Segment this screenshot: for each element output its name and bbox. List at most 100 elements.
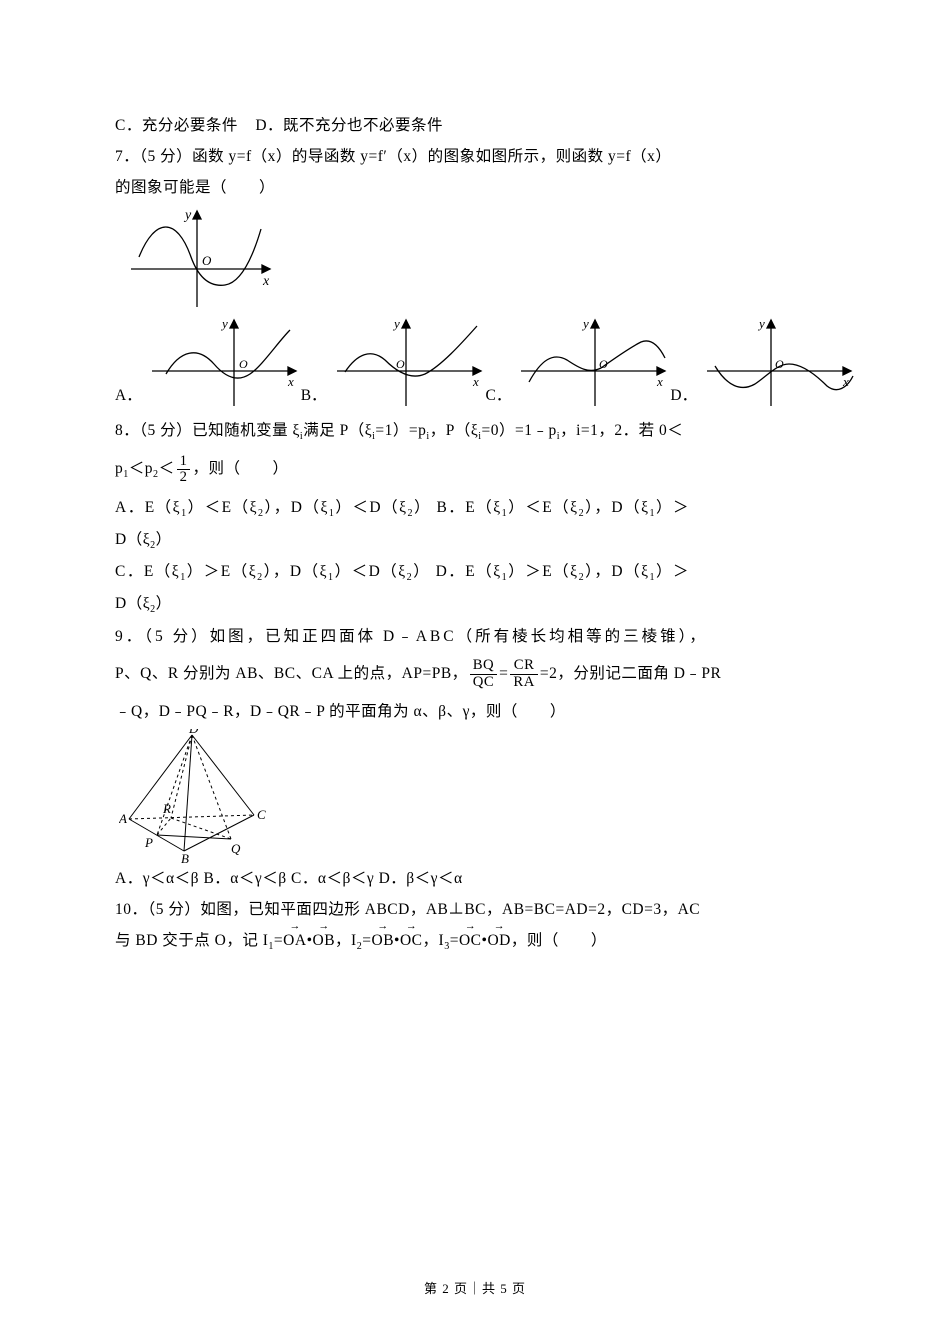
- svg-text:y: y: [581, 316, 589, 331]
- q9-s2a: P、Q、R 分别为 AB、BC、CA 上的点，AP=PB，: [115, 665, 468, 682]
- footer-c: 页: [508, 1281, 526, 1296]
- q7-optD-wrap: D． x y O: [670, 316, 856, 411]
- q8-oDd: ）＞: [656, 563, 690, 580]
- q8-oDb: ）＞E（ξ: [508, 563, 578, 580]
- q9-options: A．γ＜α＜β B．α＜γ＜β C．α＜β＜γ D．β＜γ＜α: [115, 863, 840, 894]
- q8-oCc: ），D（ξ: [264, 563, 328, 580]
- q7-optD-figure: x y O: [701, 316, 856, 411]
- q7-optB-wrap: B． x y O: [301, 316, 486, 411]
- q8-s2c: ＜: [159, 460, 175, 477]
- q9-figure: D A C B P Q R: [119, 729, 840, 863]
- q10-s2a: 与 BD 交于点 O，记 I: [115, 932, 268, 949]
- q9-optD: D．β＜γ＜α: [379, 870, 463, 887]
- q8-s2d: ，则（ ）: [192, 460, 288, 477]
- q8-oDf: ）: [156, 595, 172, 612]
- q9-frac1: BQQC: [470, 658, 497, 690]
- svg-text:x: x: [656, 374, 663, 389]
- svg-text:B: B: [181, 851, 189, 863]
- q8-oCe: ）: [413, 563, 430, 580]
- q9-stem-3: ﹣Q，D﹣PQ﹣R，D﹣QR﹣P 的平面角为 α、β、γ，则（ ）: [115, 696, 840, 727]
- q10-s2e2: =: [450, 932, 459, 949]
- svg-text:y: y: [183, 208, 192, 223]
- vec-oc: OC: [400, 925, 423, 956]
- svg-text:y: y: [757, 316, 765, 331]
- q9-s2b: =: [499, 665, 508, 682]
- vec-ob2: OB: [372, 925, 395, 956]
- footer-page: 2: [442, 1281, 450, 1296]
- q6-optC: C．充分必要条件: [115, 117, 238, 134]
- svg-text:y: y: [220, 316, 228, 331]
- q9-stem-2: P、Q、R 分别为 AB、BC、CA 上的点，AP=PB，BQQC=CRRA=2…: [115, 658, 840, 690]
- q7-options-row: A． x y O B．: [115, 316, 840, 411]
- q7-optA-figure: x y O: [146, 316, 301, 411]
- q8-oCb: ）＞E（ξ: [187, 563, 257, 580]
- q9-s2c: =2，分别记二面角 D﹣PR: [540, 665, 722, 682]
- q7-optC: C．: [486, 380, 512, 411]
- q6-optD: D．既不充分也不必要条件: [255, 117, 443, 134]
- q8-oAc: ），D（ξ: [265, 499, 329, 516]
- q8-oAb: ）＜E（ξ: [188, 499, 258, 516]
- q8-optAB: A．E（ξ1）＜E（ξ2），D（ξ1）＜D（ξ2） B．E（ξ1）＜E（ξ2），…: [115, 492, 840, 524]
- svg-text:x: x: [472, 374, 479, 389]
- q8-oAa: A．E（ξ: [115, 499, 181, 516]
- q10-s2f: ，则（ ）: [511, 932, 607, 949]
- q9-optC: C．α＜β＜γ: [291, 870, 374, 887]
- q9-optA: A．γ＜α＜β: [115, 870, 199, 887]
- q8-oBf: ）: [156, 531, 172, 548]
- q9-frac2: CRRA: [510, 658, 537, 690]
- q7-optB: B．: [301, 380, 327, 411]
- q8-optCD: C．E（ξ1）＞E（ξ2），D（ξ1）＜D（ξ2） D．E（ξ1）＞E（ξ2），…: [115, 556, 840, 588]
- q7-stem-2: 的图象可能是（ ）: [115, 172, 840, 203]
- q7-stem-1: 7．（5 分）函数 y=f（x）的导函数 y=f′（x）的图象如图所示，则函数 …: [115, 141, 840, 172]
- vec-oa: OA: [283, 925, 306, 956]
- svg-text:O: O: [396, 357, 405, 371]
- exam-page: C．充分必要条件 D．既不充分也不必要条件 7．（5 分）函数 y=f（x）的导…: [0, 0, 950, 1344]
- q8-oAe: ）: [414, 499, 431, 516]
- q8-oCa: C．E（ξ: [115, 563, 180, 580]
- q7-fprime-figure: x y O: [125, 207, 840, 312]
- q8-frac: 12: [177, 454, 191, 486]
- q7-optA: A．: [115, 380, 142, 411]
- svg-text:D: D: [188, 729, 199, 736]
- q10-stem-2: 与 BD 交于点 O，记 I1=OA•OB，I2=OB•OC，I3=OC•OD，…: [115, 925, 840, 957]
- q8-oDa: D．E（ξ: [436, 563, 502, 580]
- svg-text:O: O: [239, 357, 248, 371]
- q10-s2d2: ，I: [423, 932, 445, 949]
- q6-options: C．充分必要条件 D．既不充分也不必要条件: [115, 110, 840, 141]
- svg-text:O: O: [775, 357, 784, 371]
- q8-oBb: ）＜E（ξ: [508, 499, 578, 516]
- q8-s2b: ＜p: [129, 460, 153, 477]
- q9-stem-1: 9．（5 分）如图，已知正四面体 D﹣ABC（所有棱长均相等的三棱锥），: [115, 621, 840, 652]
- svg-text:P: P: [144, 835, 153, 850]
- svg-text:x: x: [287, 374, 294, 389]
- vec-ob: OB: [313, 925, 336, 956]
- page-footer: 第 2 页｜共 5 页: [0, 1276, 950, 1302]
- q8-s1a: 8．（5 分）已知随机变量 ξ: [115, 422, 300, 439]
- svg-text:O: O: [599, 357, 608, 371]
- svg-text:x: x: [262, 274, 270, 289]
- q8-s1e: =0）=1﹣p: [482, 422, 557, 439]
- q10-s2e: =: [362, 932, 371, 949]
- q8-s1f: ，i=1，2．若 0＜: [560, 422, 683, 439]
- svg-text:y: y: [392, 316, 400, 331]
- q10-s2b1: =: [274, 932, 283, 949]
- q9-optB: B．α＜γ＜β: [203, 870, 286, 887]
- footer-b: 页｜共: [450, 1281, 501, 1296]
- q8-s2a: p: [115, 460, 123, 477]
- q8-oAd: ）＜D（ξ: [335, 499, 407, 516]
- q8-oBc: ），D（ξ: [585, 499, 649, 516]
- q7-optB-figure: x y O: [331, 316, 486, 411]
- q7-optC-figure: x y O: [515, 316, 670, 411]
- vec-od: OD: [487, 925, 510, 956]
- q8-oBe: D（ξ: [115, 531, 150, 548]
- q8-oDe: D（ξ: [115, 595, 150, 612]
- svg-text:x: x: [842, 374, 849, 389]
- q7-optD: D．: [670, 380, 697, 411]
- q8-s1b: 满足 P（ξ: [303, 422, 372, 439]
- q8-optD-tail: D（ξ2）: [115, 588, 840, 620]
- q8-optB-tail: D（ξ2）: [115, 524, 840, 556]
- footer-total: 5: [500, 1281, 508, 1296]
- svg-text:A: A: [119, 811, 127, 826]
- q8-stem-2: p1＜p2＜12，则（ ）: [115, 453, 840, 485]
- footer-a: 第: [424, 1281, 442, 1296]
